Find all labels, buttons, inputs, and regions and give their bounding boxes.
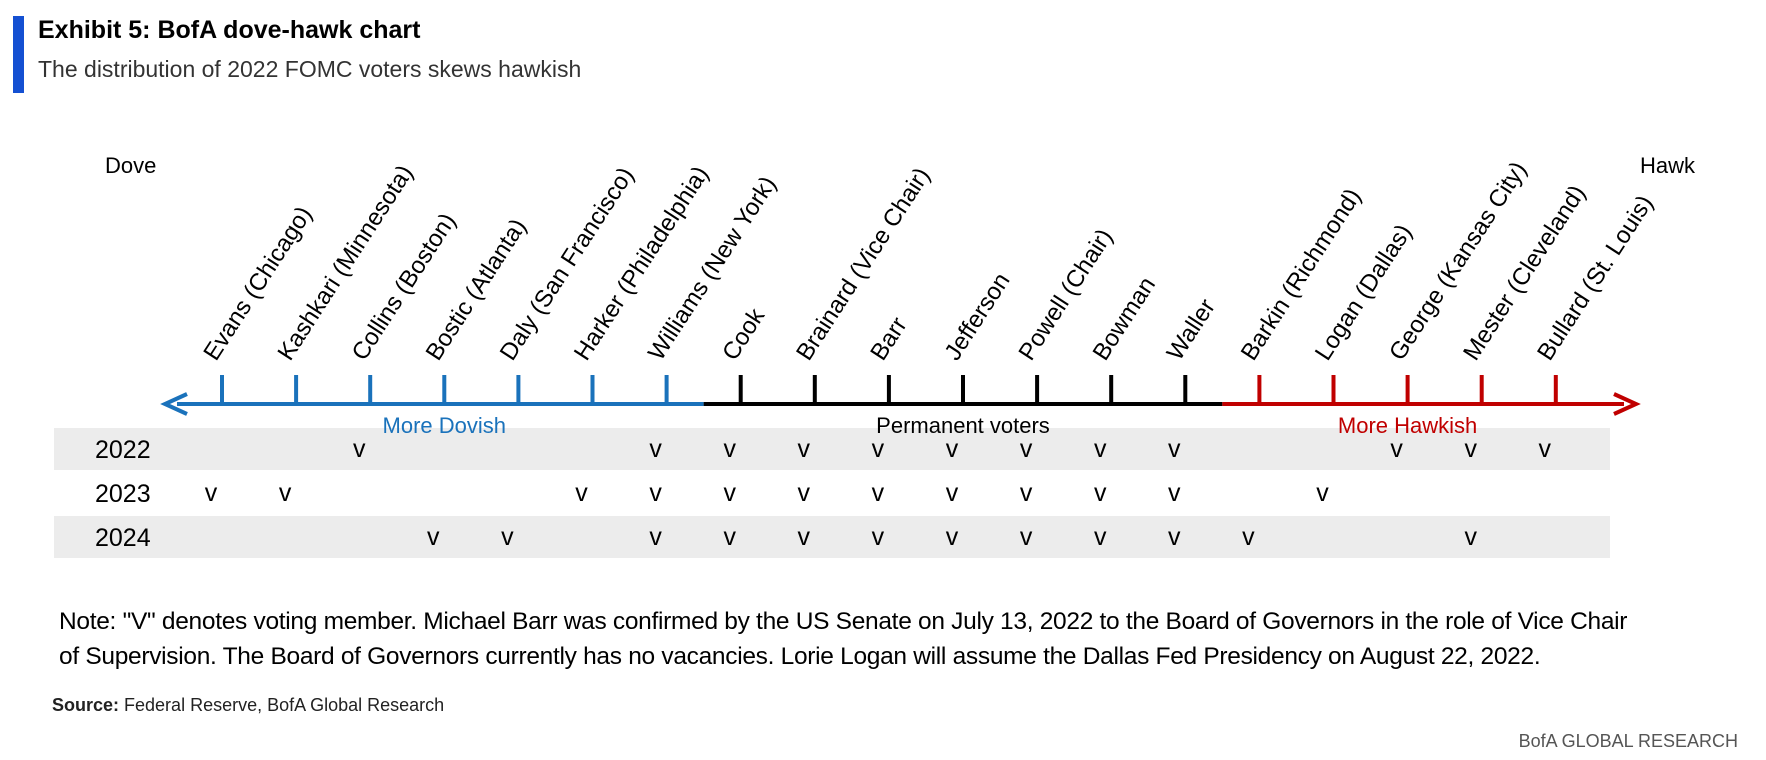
footnote: Note: "V" denotes voting member. Michael…	[59, 604, 1749, 674]
vote-mark: v	[798, 523, 811, 551]
row-band-2022	[54, 428, 1610, 470]
year-label: 2022	[95, 436, 151, 464]
dove-hawk-diagram: Evans (Chicago)Kashkari (Minnesota)Colli…	[54, 153, 1696, 558]
member-label: Harker (Philadelphia)	[569, 161, 714, 365]
exhibit-subtitle: The distribution of 2022 FOMC voters ske…	[38, 56, 582, 82]
member-label: Jefferson	[939, 268, 1015, 365]
vote-mark: v	[1168, 479, 1181, 507]
vote-mark: v	[723, 435, 736, 463]
vote-mark: v	[649, 523, 662, 551]
dove-arrowhead	[160, 392, 188, 416]
title-accent-bar	[13, 16, 24, 93]
member-label: Barr	[865, 313, 912, 366]
vote-mark: v	[649, 479, 662, 507]
vote-mark: v	[1094, 479, 1107, 507]
vote-mark: v	[723, 479, 736, 507]
group-label: Permanent voters	[876, 413, 1050, 438]
vote-mark: v	[1242, 523, 1255, 551]
member-label: Brainard (Vice Chair)	[791, 163, 935, 365]
source-label: Source:	[52, 695, 120, 715]
year-label: 2023	[95, 480, 151, 508]
group-label: More Dovish	[383, 413, 506, 438]
hawk-end-label: Hawk	[1640, 153, 1696, 178]
exhibit-title: Exhibit 5: BofA dove-hawk chart	[38, 16, 421, 44]
vote-mark: v	[353, 435, 366, 463]
vote-mark: v	[946, 479, 959, 507]
vote-mark: v	[205, 479, 218, 507]
member-label: George (Kansas City)	[1384, 157, 1532, 365]
vote-mark: v	[723, 523, 736, 551]
vote-mark: v	[1316, 479, 1329, 507]
vote-mark: v	[427, 523, 440, 551]
vote-mark: v	[872, 435, 885, 463]
vote-mark: v	[279, 479, 292, 507]
member-label: Daly (San Francisco)	[495, 163, 640, 366]
vote-mark: v	[1020, 523, 1033, 551]
vote-mark: v	[575, 479, 588, 507]
footnote-line-2: of Supervision. The Board of Governors c…	[59, 643, 1541, 670]
vote-mark: v	[946, 435, 959, 463]
member-label: Bowman	[1088, 272, 1161, 365]
vote-mark: v	[946, 523, 959, 551]
vote-mark: v	[1539, 435, 1552, 463]
hawk-arrowhead	[1613, 392, 1641, 416]
vote-mark: v	[1094, 435, 1107, 463]
vote-mark: v	[872, 479, 885, 507]
vote-mark: v	[872, 523, 885, 551]
vote-mark: v	[1390, 435, 1403, 463]
vote-mark: v	[501, 523, 514, 551]
source-line: Source: Federal Reserve, BofA Global Res…	[52, 695, 444, 716]
vote-mark: v	[1094, 523, 1107, 551]
member-label: Waller	[1162, 294, 1221, 365]
vote-mark: v	[1168, 523, 1181, 551]
group-label: More Hawkish	[1338, 413, 1477, 438]
source-text: Federal Reserve, BofA Global Research	[119, 695, 445, 715]
vote-mark: v	[1464, 435, 1477, 463]
footnote-line-1: Note: "V" denotes voting member. Michael…	[59, 608, 1628, 635]
vote-mark: v	[649, 435, 662, 463]
member-label: Williams (New York)	[643, 172, 782, 366]
year-label: 2024	[95, 524, 151, 552]
vote-mark: v	[798, 435, 811, 463]
footer-brand: BofA GLOBAL RESEARCH	[1518, 731, 1738, 751]
vote-mark: v	[1020, 435, 1033, 463]
vote-mark: v	[1020, 479, 1033, 507]
row-band-2024	[54, 516, 1610, 558]
vote-mark: v	[1464, 523, 1477, 551]
member-label: Cook	[717, 303, 771, 366]
vote-mark: v	[798, 479, 811, 507]
dove-end-label: Dove	[105, 153, 156, 178]
member-label: Kashkari (Minnesota)	[272, 160, 418, 365]
vote-mark: v	[1168, 435, 1181, 463]
